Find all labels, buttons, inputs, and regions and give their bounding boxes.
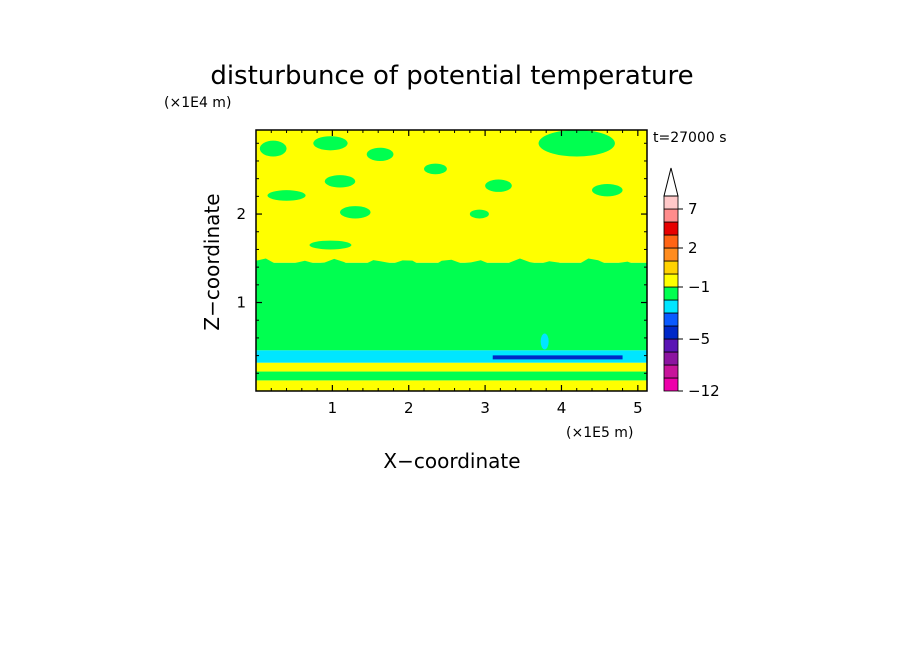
green-patch-6 [309, 240, 352, 250]
colorbar-segment-5 [663, 312, 679, 327]
green-patch-2 [366, 147, 394, 161]
x-tick-label-4: 4 [557, 399, 567, 417]
y-scale-label: (×1E4 m) [164, 95, 231, 111]
y-axis-label: Z−coordinate [200, 193, 224, 330]
colorbar-segment-1 [663, 364, 679, 379]
colorbar-tick-label-2: −1 [688, 278, 710, 296]
field-band-4 [256, 262, 647, 351]
colorbar-segment-10 [663, 247, 679, 262]
green-patch-1 [313, 136, 348, 151]
field-band-2 [256, 362, 647, 372]
x-scale-label: (×1E5 m) [566, 425, 633, 441]
green-patch-10 [592, 183, 623, 197]
x-tick-label-5: 5 [633, 399, 643, 417]
x-tick-label-2: 2 [404, 399, 414, 417]
green-patch-7 [424, 163, 447, 175]
colorbar-segment-11 [663, 234, 679, 249]
colorbar-segment-6 [663, 299, 679, 314]
green-patch-11 [469, 209, 489, 219]
x-tick-label-1: 1 [328, 399, 338, 417]
colorbar-segment-12 [663, 221, 679, 236]
field-band-3 [256, 350, 647, 363]
green-patch-0 [259, 140, 287, 157]
chart-title: disturbunce of potential temperature [210, 61, 693, 91]
colorbar-segment-2 [663, 351, 679, 366]
plot-frame [255, 129, 648, 392]
green-patch-3 [324, 175, 356, 188]
x-tick-label-3: 3 [480, 399, 490, 417]
colorbar-extend-arrow [663, 167, 679, 197]
colorbar: −12−5−127 [663, 167, 720, 400]
y-tick-label-1: 1 [236, 294, 246, 312]
x-axis: 1 2 3 4 5 [270, 130, 643, 417]
colorbar-segment-13 [663, 208, 679, 223]
colorbar-segment-4 [663, 325, 679, 340]
colorbar-segment-3 [663, 338, 679, 353]
contour-plot-area [256, 130, 647, 391]
field-band-0 [256, 380, 647, 391]
cyan-blob [540, 333, 549, 350]
colorbar-segment-0 [663, 377, 679, 392]
field-band-1 [256, 371, 647, 381]
colorbar-tick-label-1: −5 [688, 330, 710, 348]
y-axis: 12 [236, 142, 647, 374]
colorbar-segment-8 [663, 273, 679, 288]
time-label: t=27000 s [653, 130, 727, 146]
green-patch-9 [538, 130, 615, 157]
green-patch-8 [485, 179, 512, 192]
x-axis-label: X−coordinate [383, 449, 520, 473]
colorbar-tick-label-4: 7 [688, 200, 698, 218]
field-boundary-wave [256, 258, 647, 276]
colorbar-tick-label-3: 2 [688, 239, 698, 257]
colorbar-segment-7 [663, 286, 679, 301]
colorbar-segment-14 [663, 195, 679, 210]
green-patch-4 [267, 190, 306, 201]
green-patch-5 [340, 206, 371, 219]
y-tick-label-2: 2 [236, 205, 246, 223]
negative-streak [492, 355, 623, 360]
colorbar-tick-label-0: −12 [688, 382, 720, 400]
colorbar-segment-9 [663, 260, 679, 275]
